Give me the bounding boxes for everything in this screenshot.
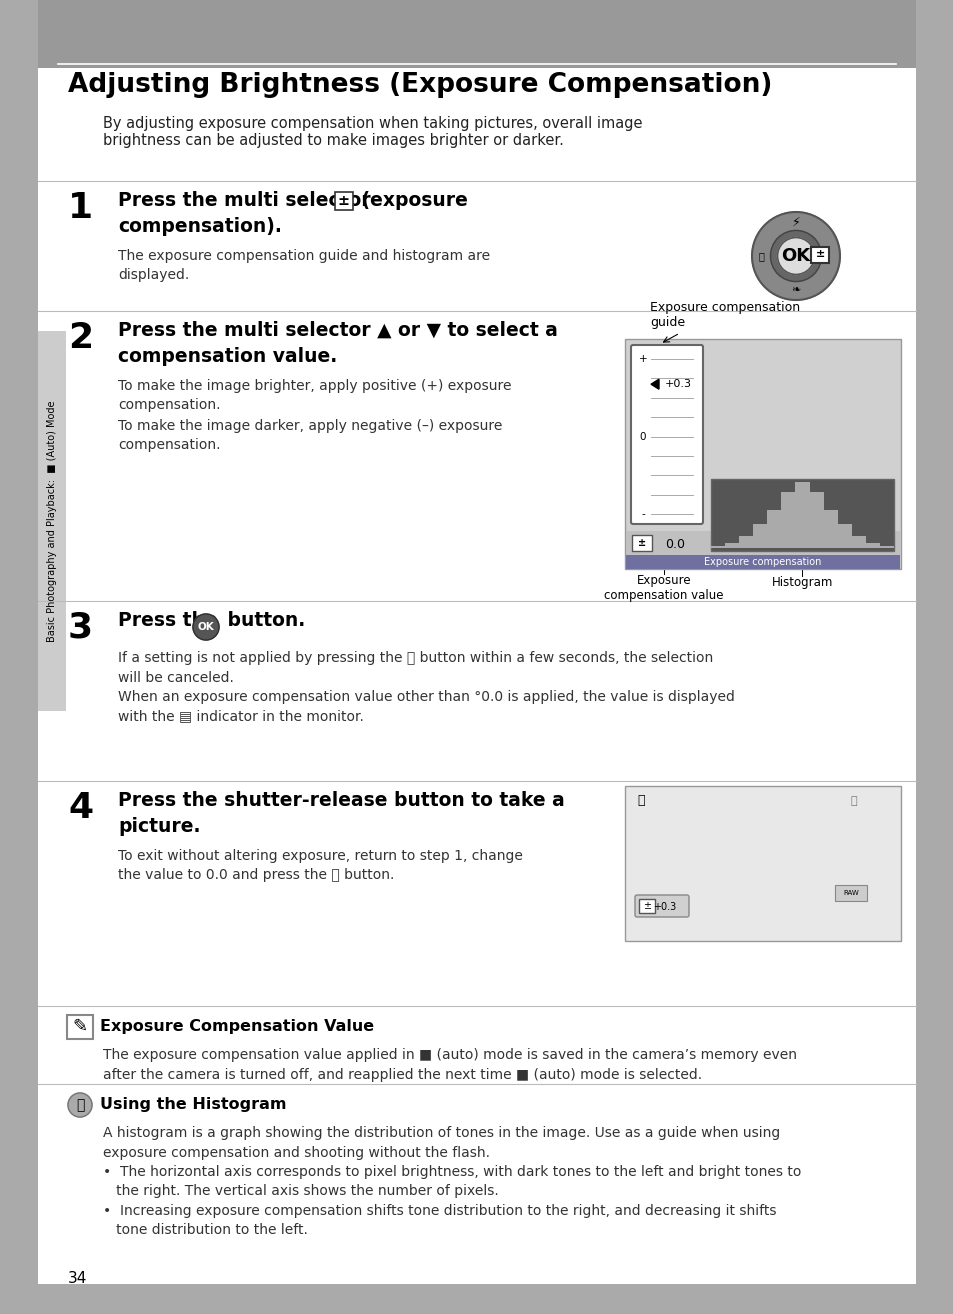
Text: +0.3: +0.3 xyxy=(664,380,691,389)
FancyBboxPatch shape xyxy=(822,510,837,548)
Text: Press the shutter-release button to take a: Press the shutter-release button to take… xyxy=(118,791,564,809)
Text: ⚡: ⚡ xyxy=(791,215,800,229)
FancyBboxPatch shape xyxy=(38,0,915,1284)
Text: Press the multi selector ▲ or ▼ to select a: Press the multi selector ▲ or ▼ to selec… xyxy=(118,321,558,340)
Text: A histogram is a graph showing the distribution of tones in the image. Use as a : A histogram is a graph showing the distr… xyxy=(103,1126,801,1238)
Text: 📷: 📷 xyxy=(637,794,644,807)
Text: 0.0: 0.0 xyxy=(664,537,684,551)
Text: 👁: 👁 xyxy=(850,796,857,805)
FancyBboxPatch shape xyxy=(625,555,899,569)
Text: OK: OK xyxy=(197,622,214,632)
Text: compensation value.: compensation value. xyxy=(118,347,337,367)
FancyBboxPatch shape xyxy=(624,339,900,569)
Polygon shape xyxy=(650,380,659,389)
FancyBboxPatch shape xyxy=(625,531,899,555)
Text: +: + xyxy=(638,353,647,364)
Text: The exposure compensation value applied in ■ (auto) mode is saved in the camera’: The exposure compensation value applied … xyxy=(103,1049,796,1081)
Text: To make the image brighter, apply positive (+) exposure
compensation.: To make the image brighter, apply positi… xyxy=(118,378,511,413)
Text: Using the Histogram: Using the Histogram xyxy=(100,1097,286,1112)
FancyBboxPatch shape xyxy=(834,886,866,901)
Text: +0.3: +0.3 xyxy=(653,901,676,912)
FancyBboxPatch shape xyxy=(635,895,688,917)
Text: 🔍: 🔍 xyxy=(75,1099,84,1112)
Text: ±: ± xyxy=(337,194,350,209)
FancyBboxPatch shape xyxy=(38,0,915,68)
Circle shape xyxy=(770,230,821,281)
Circle shape xyxy=(751,212,840,300)
FancyBboxPatch shape xyxy=(624,786,900,941)
Text: 2: 2 xyxy=(68,321,93,355)
Text: ⏲: ⏲ xyxy=(758,251,763,261)
Text: By adjusting exposure compensation when taking pictures, overall image
brightnes: By adjusting exposure compensation when … xyxy=(103,116,641,148)
Text: ±: ± xyxy=(642,901,650,911)
FancyBboxPatch shape xyxy=(879,547,893,548)
FancyBboxPatch shape xyxy=(809,493,822,548)
FancyBboxPatch shape xyxy=(335,192,353,210)
Circle shape xyxy=(193,614,219,640)
Text: Exposure Compensation Value: Exposure Compensation Value xyxy=(100,1018,374,1034)
Text: ❧: ❧ xyxy=(790,285,800,296)
Text: 1: 1 xyxy=(68,191,93,225)
Text: 0: 0 xyxy=(639,431,645,442)
Text: To exit without altering exposure, return to step 1, change
the value to 0.0 and: To exit without altering exposure, retur… xyxy=(118,849,522,883)
Text: Exposure
compensation value: Exposure compensation value xyxy=(603,574,723,602)
FancyBboxPatch shape xyxy=(865,543,879,548)
Text: 3: 3 xyxy=(68,611,93,645)
Text: Histogram: Histogram xyxy=(771,576,832,589)
FancyBboxPatch shape xyxy=(38,331,66,711)
Text: To make the image darker, apply negative (–) exposure
compensation.: To make the image darker, apply negative… xyxy=(118,419,502,452)
Text: 34: 34 xyxy=(68,1271,88,1286)
Circle shape xyxy=(68,1093,91,1117)
Circle shape xyxy=(777,238,814,275)
Text: ✎: ✎ xyxy=(72,1018,88,1035)
FancyBboxPatch shape xyxy=(837,524,851,548)
Text: The exposure compensation guide and histogram are
displayed.: The exposure compensation guide and hist… xyxy=(118,248,490,283)
FancyBboxPatch shape xyxy=(810,247,828,263)
Text: picture.: picture. xyxy=(118,817,200,836)
Text: button.: button. xyxy=(221,611,305,629)
Text: Press the: Press the xyxy=(118,611,224,629)
Text: -: - xyxy=(640,509,644,519)
FancyBboxPatch shape xyxy=(739,536,753,548)
FancyBboxPatch shape xyxy=(639,899,655,913)
FancyBboxPatch shape xyxy=(724,543,739,548)
Text: Exposure compensation: Exposure compensation xyxy=(703,557,821,568)
Text: 4: 4 xyxy=(68,791,93,825)
Text: Press the multi selector: Press the multi selector xyxy=(118,191,376,210)
FancyBboxPatch shape xyxy=(710,547,724,548)
FancyBboxPatch shape xyxy=(795,482,809,548)
FancyBboxPatch shape xyxy=(630,346,702,524)
Text: If a setting is not applied by pressing the Ⓚ button within a few seconds, the s: If a setting is not applied by pressing … xyxy=(118,650,734,724)
Text: RAW: RAW xyxy=(842,890,858,896)
Text: Exposure compensation
guide: Exposure compensation guide xyxy=(649,301,800,328)
Text: Basic Photography and Playback:  ■ (Auto) Mode: Basic Photography and Playback: ■ (Auto)… xyxy=(47,401,57,641)
Text: compensation).: compensation). xyxy=(118,217,281,237)
Text: ±: ± xyxy=(815,248,824,259)
FancyBboxPatch shape xyxy=(710,480,893,551)
Text: ±: ± xyxy=(638,537,645,548)
FancyBboxPatch shape xyxy=(851,536,865,548)
FancyBboxPatch shape xyxy=(781,493,795,548)
FancyBboxPatch shape xyxy=(67,1014,92,1039)
Text: OK: OK xyxy=(781,247,810,265)
Text: Adjusting Brightness (Exposure Compensation): Adjusting Brightness (Exposure Compensat… xyxy=(68,72,772,99)
Text: (exposure: (exposure xyxy=(355,191,467,210)
FancyBboxPatch shape xyxy=(753,524,766,548)
FancyBboxPatch shape xyxy=(766,510,781,548)
FancyBboxPatch shape xyxy=(631,535,651,551)
